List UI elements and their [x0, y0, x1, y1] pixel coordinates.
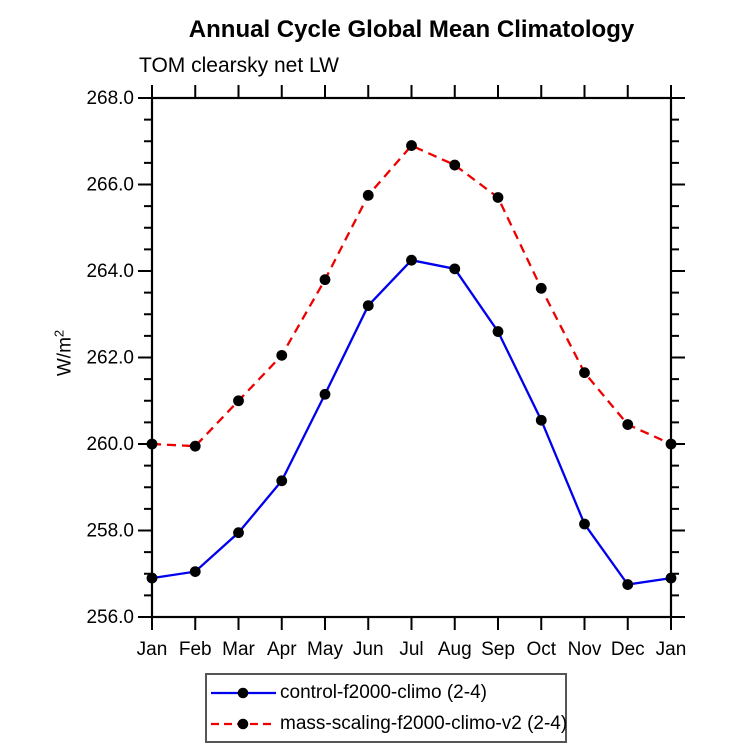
data-point-marker	[146, 438, 158, 450]
data-point-marker	[319, 388, 331, 400]
y-tick-label: 258.0	[86, 521, 134, 542]
x-tick-label: Jan	[656, 639, 687, 660]
data-point-marker	[189, 440, 201, 452]
data-point-marker	[579, 367, 590, 379]
y-tick-label: 260.0	[86, 434, 134, 455]
data-point-marker	[146, 572, 158, 584]
x-tick-label: Aug	[438, 639, 472, 660]
x-tick-label: Mar	[222, 639, 255, 660]
data-point-marker	[492, 326, 504, 337]
data-point-marker	[449, 159, 461, 171]
data-point-marker	[406, 254, 417, 266]
x-tick-label: Nov	[568, 639, 602, 660]
y-tick-label: 268.0	[86, 88, 134, 109]
x-tick-label: Apr	[267, 639, 297, 660]
x-tick-label: Sep	[481, 639, 515, 660]
legend-sample-control-line	[211, 687, 276, 698]
legend-item-mass-scaling: mass-scaling-f2000-climo-v2 (2-4)	[210, 710, 568, 738]
x-tick-label: Dec	[611, 639, 645, 660]
y-tick-label: 266.0	[86, 175, 134, 196]
legend-sample-mass-scaling-line	[211, 718, 276, 729]
data-point-marker	[579, 518, 590, 530]
data-point-marker	[362, 189, 374, 201]
data-point-marker	[189, 566, 201, 577]
data-point-marker	[665, 438, 677, 450]
series-line-1	[151, 144, 672, 448]
chart-subtitle: TOM clearsky net LW	[139, 54, 339, 77]
data-point-marker	[362, 300, 374, 311]
data-point-marker	[535, 282, 547, 294]
legend-box: control-f2000-climo (2-4) mass-scaling-f…	[205, 673, 567, 743]
x-tick-label: May	[307, 639, 343, 660]
data-point-marker	[276, 475, 288, 487]
legend-label-control: control-f2000-climo (2-4)	[280, 681, 487, 703]
y-tick-label: 256.0	[86, 607, 134, 628]
series-line-0	[151, 258, 672, 586]
data-point-marker	[622, 419, 634, 430]
y-tick-label: 262.0	[86, 348, 134, 369]
legend-label-mass-scaling: mass-scaling-f2000-climo-v2 (2-4)	[280, 712, 568, 734]
x-tick-label: Feb	[179, 639, 212, 660]
x-tick-label: Jun	[353, 639, 384, 660]
data-point-marker	[276, 349, 288, 361]
y-axis-label-exponent: 2	[51, 329, 67, 338]
data-point-marker	[233, 395, 244, 407]
x-tick-label: Oct	[526, 639, 556, 660]
legend-item-control: control-f2000-climo (2-4)	[210, 679, 565, 707]
data-point-marker	[665, 572, 677, 584]
data-point-marker	[449, 263, 461, 275]
data-point-marker	[535, 414, 547, 426]
data-point-marker	[233, 527, 244, 539]
data-point-marker	[492, 192, 504, 203]
data-point-marker	[406, 140, 417, 151]
x-tick-label: Jan	[137, 639, 168, 660]
data-point-marker	[622, 579, 634, 590]
y-axis-label: W/m2	[51, 329, 76, 377]
chart-title: Annual Cycle Global Mean Climatology	[188, 16, 635, 43]
x-tick-label: Jul	[399, 639, 423, 660]
y-tick-label: 264.0	[86, 261, 134, 282]
data-point-marker	[319, 274, 331, 286]
